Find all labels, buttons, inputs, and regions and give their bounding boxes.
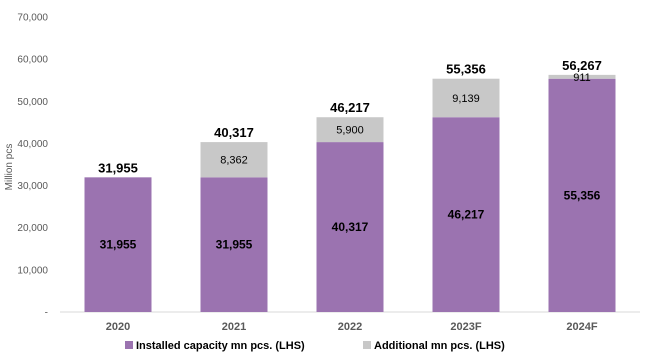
- bars-group: 31,955 31,955 31,955 8,362 40,317 40,317 5,900…: [84, 58, 616, 313]
- bar-additional: [200, 142, 268, 178]
- bar-installed-capacity: [84, 177, 152, 312]
- y-axis-title-group: Million pcs: [4, 144, 15, 191]
- installed-value-label: 55,356: [564, 188, 601, 202]
- total-value-label: 40,317: [214, 125, 254, 140]
- y-tick-label: 10,000: [17, 265, 48, 276]
- additional-value-label: 9,139: [452, 93, 480, 105]
- legend-label-additional: Additional mn pcs. (LHS): [374, 340, 505, 352]
- installed-value-label: 31,955: [100, 238, 137, 252]
- bar-installed-capacity: [316, 142, 384, 312]
- installed-value-label: 40,317: [332, 220, 369, 234]
- y-tick-label: 60,000: [17, 55, 48, 66]
- legend: Installed capacity mn pcs. (LHS) Addition…: [125, 340, 505, 352]
- bar-additional: [548, 74, 616, 79]
- y-tick-label: 70,000: [17, 13, 48, 24]
- installed-value-label: 31,955: [216, 238, 253, 252]
- x-tick-label: 2021: [222, 321, 246, 333]
- y-tick-label: 50,000: [17, 97, 48, 108]
- total-value-label: 31,955: [98, 160, 138, 175]
- total-value-label: 56,267: [562, 58, 602, 73]
- y-axis-ticks: - 10,000 20,000 30,000 40,000 50,000 60,000 70,…: [17, 13, 48, 319]
- y-tick-label: 30,000: [17, 181, 48, 192]
- legend-swatch-installed: [125, 341, 133, 349]
- legend-swatch-additional: [363, 341, 371, 349]
- y-tick-label: 40,000: [17, 139, 48, 150]
- x-axis-ticks: 2020 2021 2022 2023F 2024F: [106, 321, 598, 333]
- bar-additional: [316, 117, 384, 143]
- bar-installed-capacity: [548, 78, 616, 313]
- bar-additional: [432, 78, 500, 118]
- x-tick-label: 2022: [338, 321, 362, 333]
- legend-label-installed: Installed capacity mn pcs. (LHS): [136, 340, 305, 352]
- total-value-label: 55,356: [446, 62, 486, 77]
- y-tick-label: 20,000: [17, 223, 48, 234]
- additional-value-label: 5,900: [336, 125, 364, 137]
- bar-installed-capacity: [432, 117, 500, 312]
- x-tick-label: 2023F: [450, 321, 481, 333]
- installed-value-label: 46,217: [448, 208, 485, 222]
- y-axis-title: Million pcs: [4, 144, 15, 191]
- additional-value-label: 8,362: [220, 155, 248, 167]
- y-tick-label: -: [45, 308, 48, 319]
- total-value-label: 46,217: [330, 100, 370, 115]
- additional-value-label: 911: [573, 72, 591, 84]
- x-tick-label: 2020: [106, 321, 130, 333]
- bar-installed-capacity: [200, 177, 268, 312]
- x-tick-label: 2024F: [566, 321, 597, 333]
